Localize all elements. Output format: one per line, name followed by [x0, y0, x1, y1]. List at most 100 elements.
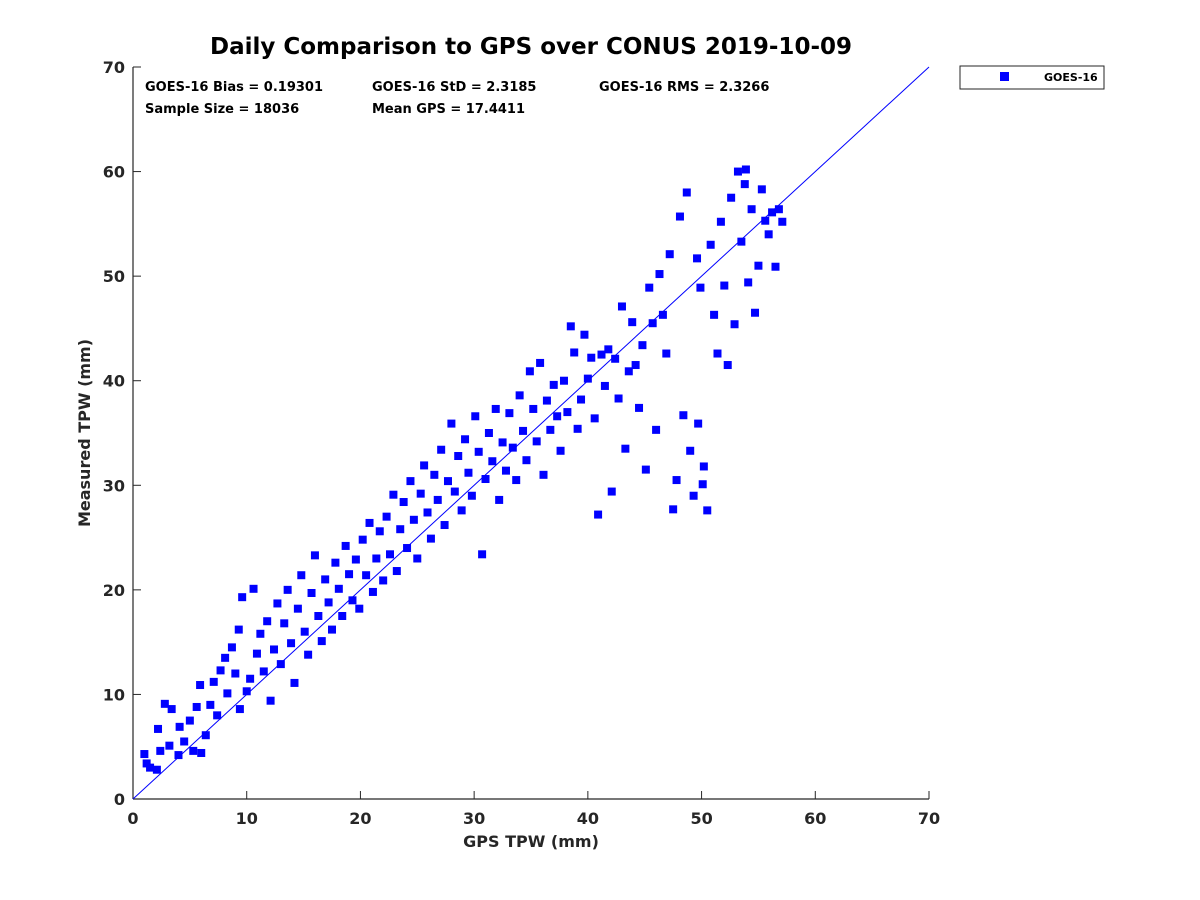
data-point: [720, 281, 729, 290]
data-point: [317, 637, 326, 646]
data-point: [546, 425, 555, 434]
data-point: [396, 525, 405, 534]
x-tick-label: 70: [918, 809, 940, 828]
data-point: [185, 716, 194, 725]
legend-box: [959, 65, 1105, 90]
y-tick-label: 70: [103, 58, 125, 77]
data-point: [165, 741, 174, 750]
data-point: [423, 508, 432, 517]
data-point: [515, 391, 524, 400]
y-tick-label: 50: [103, 267, 125, 286]
data-point: [440, 521, 449, 530]
data-point: [362, 571, 371, 580]
data-point: [443, 477, 452, 486]
stat-std: GOES-16 StD = 2.3185: [372, 80, 536, 95]
data-point: [355, 604, 364, 613]
data-point: [635, 403, 644, 412]
data-point: [389, 490, 398, 499]
data-point: [140, 750, 149, 759]
data-point: [652, 425, 661, 434]
x-axis-label: GPS TPW (mm): [463, 832, 599, 851]
data-point: [566, 322, 575, 331]
x-tick-label: 60: [804, 809, 826, 828]
data-point: [266, 696, 275, 705]
data-point: [689, 491, 698, 500]
data-point: [481, 475, 490, 484]
stat-bias: GOES-16 Bias = 0.19301: [145, 80, 323, 95]
data-point: [273, 599, 282, 608]
data-point: [624, 367, 633, 376]
data-point: [227, 643, 236, 652]
data-point: [213, 711, 222, 720]
data-point: [375, 527, 384, 536]
x-tick-label: 50: [690, 809, 712, 828]
data-point: [426, 534, 435, 543]
data-point: [727, 193, 736, 202]
data-point: [532, 437, 541, 446]
data-point: [287, 639, 296, 648]
data-point: [307, 588, 316, 597]
data-point: [223, 689, 232, 698]
y-tick-label: 30: [103, 476, 125, 495]
data-point: [611, 354, 620, 363]
data-point: [495, 495, 504, 504]
data-point: [590, 414, 599, 423]
data-point: [221, 653, 230, 662]
data-point: [662, 349, 671, 358]
data-point: [774, 205, 783, 214]
data-point: [238, 593, 247, 602]
data-point: [536, 358, 545, 367]
data-point: [474, 447, 483, 456]
data-point: [382, 512, 391, 521]
data-point: [399, 498, 408, 507]
data-point: [328, 625, 336, 634]
data-point: [471, 412, 480, 421]
data-point: [437, 445, 446, 454]
data-point: [559, 376, 568, 385]
data-point: [300, 627, 309, 636]
data-point: [201, 731, 210, 740]
data-point: [345, 570, 354, 579]
data-point: [587, 353, 596, 362]
data-point: [280, 619, 289, 628]
data-point: [249, 584, 258, 593]
data-point: [484, 429, 493, 437]
data-point: [706, 240, 715, 249]
data-point: [682, 188, 691, 197]
data-point: [529, 404, 538, 413]
data-point: [413, 554, 422, 563]
data-point: [467, 491, 476, 500]
stat-rms: GOES-16 RMS = 2.3266: [599, 80, 769, 95]
data-point: [242, 687, 251, 696]
data-point: [522, 456, 531, 465]
data-point: [297, 571, 306, 580]
data-point: [156, 746, 165, 755]
data-point: [314, 612, 323, 620]
data-point: [368, 587, 377, 596]
data-point: [488, 457, 497, 466]
data-point: [542, 396, 551, 405]
data-point: [338, 612, 347, 620]
data-point: [621, 444, 630, 453]
data-point: [740, 180, 749, 189]
y-tick-label: 0: [114, 790, 125, 809]
x-tick-label: 0: [127, 809, 138, 828]
data-point: [553, 412, 562, 421]
data-point: [679, 411, 688, 420]
data-point: [699, 462, 708, 471]
data-point: [430, 470, 439, 479]
data-point: [723, 361, 732, 370]
data-point: [703, 506, 712, 515]
data-point: [764, 230, 773, 239]
data-point: [751, 308, 760, 317]
data-point: [270, 645, 279, 654]
x-tick-label: 20: [349, 809, 371, 828]
data-point: [372, 554, 381, 563]
data-point: [641, 465, 650, 474]
legend-marker-square: [1000, 72, 1009, 81]
data-point: [638, 341, 647, 350]
data-point: [263, 617, 272, 626]
data-point: [730, 320, 739, 329]
data-point: [283, 585, 292, 594]
